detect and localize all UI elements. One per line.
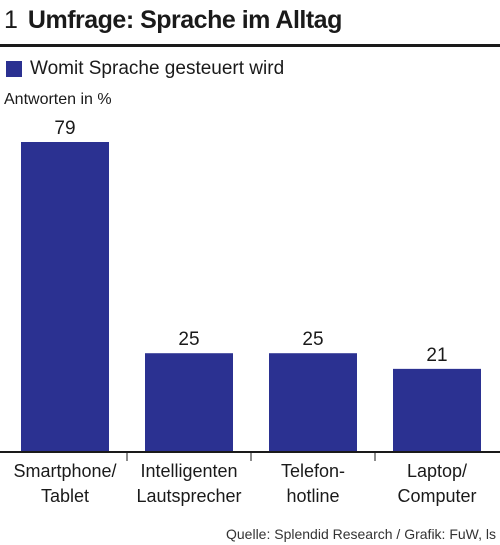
category-label: Laptop/	[407, 461, 467, 481]
category-label: Tablet	[41, 486, 89, 506]
data-label: 25	[302, 329, 323, 350]
category-label: Telefon-	[281, 461, 345, 481]
data-label: 25	[178, 329, 199, 350]
legend-label: Womit Sprache gesteuert wird	[30, 58, 285, 79]
bar	[393, 368, 481, 451]
y-axis-label: Antworten in %	[4, 91, 112, 108]
bar	[269, 353, 357, 451]
data-label: 79	[54, 118, 75, 139]
figure-number: 1	[4, 6, 18, 34]
legend: Womit Sprache gesteuert wird	[6, 56, 284, 82]
category-label: Smartphone/	[13, 461, 116, 481]
category-label: Intelligenten	[140, 461, 237, 481]
bar	[145, 353, 233, 451]
data-label: 21	[426, 345, 447, 366]
category-label: Computer	[397, 486, 476, 506]
category-label: hotline	[286, 486, 339, 506]
source-note: Quelle: Splendid Research / Grafik: FuW,…	[226, 526, 496, 542]
title-row: 1 Umfrage: Sprache im Alltag	[4, 6, 342, 42]
chart-title: Umfrage: Sprache im Alltag	[27, 6, 342, 34]
bar	[21, 142, 109, 451]
legend-swatch	[6, 61, 22, 77]
category-label: Lautsprecher	[136, 486, 241, 506]
title-rule	[0, 44, 500, 47]
